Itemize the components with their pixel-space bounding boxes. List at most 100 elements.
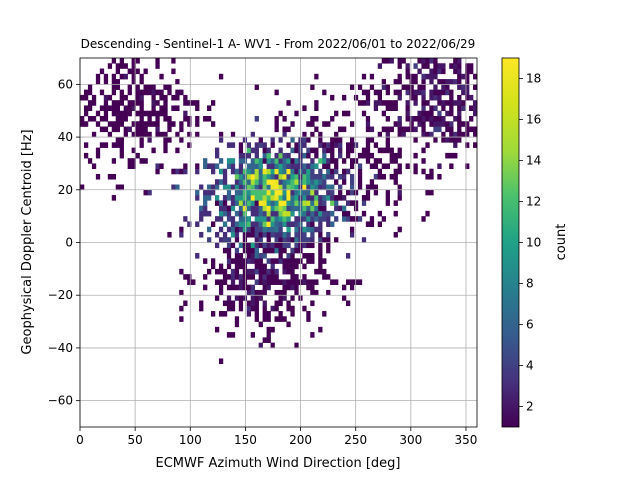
heatmap-cell	[199, 205, 204, 212]
heatmap-cell	[310, 284, 315, 291]
heatmap-cell	[449, 126, 454, 133]
heatmap-cell	[127, 110, 132, 117]
heatmap-cell	[250, 184, 255, 191]
heatmap-cell	[413, 168, 418, 175]
heatmap-cell	[306, 253, 311, 259]
heatmap-cell	[314, 195, 319, 201]
heatmap-cell	[473, 105, 478, 112]
heatmap-cell	[135, 126, 140, 133]
heatmap-cell	[393, 200, 398, 206]
heatmap-cell	[425, 58, 430, 64]
heatmap-cell	[242, 195, 248, 201]
heatmap-cell	[405, 89, 410, 96]
heatmap-cell	[465, 163, 470, 169]
heatmap-cell	[349, 179, 355, 185]
heatmap-cell	[238, 305, 244, 312]
heatmap-cell	[278, 216, 283, 222]
heatmap-cell	[377, 94, 383, 101]
heatmap-cell	[385, 147, 390, 154]
heatmap-cell	[314, 115, 319, 122]
heatmap-cell	[345, 189, 351, 196]
heatmap-cell	[270, 210, 275, 217]
heatmap-cell	[318, 226, 323, 233]
heatmap-cell	[278, 210, 283, 217]
heatmap-cell	[218, 179, 224, 185]
heatmap-cell	[139, 94, 144, 101]
heatmap-cell	[266, 279, 271, 285]
heatmap-cell	[135, 89, 140, 96]
heatmap-cell	[425, 189, 430, 196]
heatmap-cell	[266, 152, 271, 159]
heatmap-cell	[103, 73, 109, 80]
heatmap-cell	[449, 131, 454, 138]
heatmap-cell	[306, 316, 311, 322]
heatmap-cell	[171, 121, 176, 127]
heatmap-cell	[230, 205, 236, 212]
heatmap-cell	[310, 184, 315, 191]
heatmap-cell	[211, 258, 216, 264]
heatmap-cell	[445, 152, 450, 159]
heatmap-cell	[211, 168, 216, 175]
heatmap-cell	[254, 253, 259, 259]
heatmap-cell	[254, 242, 259, 249]
heatmap-cell	[421, 110, 426, 117]
heatmap-cell	[413, 126, 418, 133]
heatmap-cell	[274, 152, 279, 159]
heatmap-cell	[441, 137, 446, 143]
heatmap-cell	[393, 152, 398, 159]
heatmap-cell	[334, 179, 339, 185]
heatmap-cell	[238, 147, 244, 154]
heatmap-cell	[214, 179, 220, 185]
heatmap-cell	[349, 226, 355, 233]
heatmap-cell	[381, 79, 386, 85]
heatmap-cell	[147, 115, 152, 122]
x-axis: 0 50 100 150 200 250 300 350	[76, 427, 477, 447]
heatmap-cell	[254, 173, 259, 180]
heatmap-cell	[342, 168, 347, 175]
heatmap-cell	[405, 63, 410, 69]
heatmap-cell	[397, 226, 402, 233]
heatmap-cell	[318, 263, 323, 270]
heatmap-cell	[433, 115, 438, 122]
heatmap-cell	[135, 84, 140, 90]
heatmap-cell	[433, 73, 438, 80]
heatmap-cell	[278, 195, 283, 201]
heatmap-cell	[195, 163, 200, 169]
heatmap-cell	[385, 200, 390, 206]
heatmap-cell	[262, 210, 267, 217]
heatmap-cell	[290, 184, 295, 191]
heatmap-cell	[135, 110, 140, 117]
heatmap-cell	[342, 158, 347, 164]
heatmap-cell	[282, 268, 287, 275]
heatmap-cell	[345, 142, 351, 148]
heatmap-cell	[401, 58, 406, 64]
heatmap-cell	[203, 210, 208, 217]
heatmap-cell	[274, 163, 279, 169]
heatmap-cell	[349, 231, 355, 238]
x-tick-label: 200	[289, 433, 312, 447]
heatmap-cell	[417, 115, 422, 122]
heatmap-cell	[222, 200, 228, 206]
heatmap-cell	[310, 147, 315, 154]
heatmap-cell	[167, 137, 172, 143]
heatmap-cell	[302, 253, 307, 259]
heatmap-cell	[318, 179, 323, 185]
heatmap-cell	[306, 137, 311, 143]
heatmap-cell	[385, 142, 390, 148]
heatmap-cell	[270, 268, 275, 275]
heatmap-cell	[258, 295, 263, 301]
heatmap-cell	[314, 216, 319, 222]
heatmap-cell	[143, 68, 148, 75]
heatmap-cell	[302, 142, 307, 148]
heatmap-cell	[417, 68, 422, 75]
heatmap-cell	[437, 89, 442, 96]
heatmap-cell	[322, 184, 327, 191]
heatmap-cell	[421, 168, 426, 175]
heatmap-cell	[131, 131, 136, 138]
heatmap-cell	[246, 305, 252, 312]
heatmap-cell	[421, 121, 426, 127]
heatmap-cell	[246, 247, 252, 254]
colorbar-tick-label: 10	[526, 236, 541, 250]
heatmap-cell	[266, 179, 271, 185]
heatmap-cell	[258, 137, 263, 143]
